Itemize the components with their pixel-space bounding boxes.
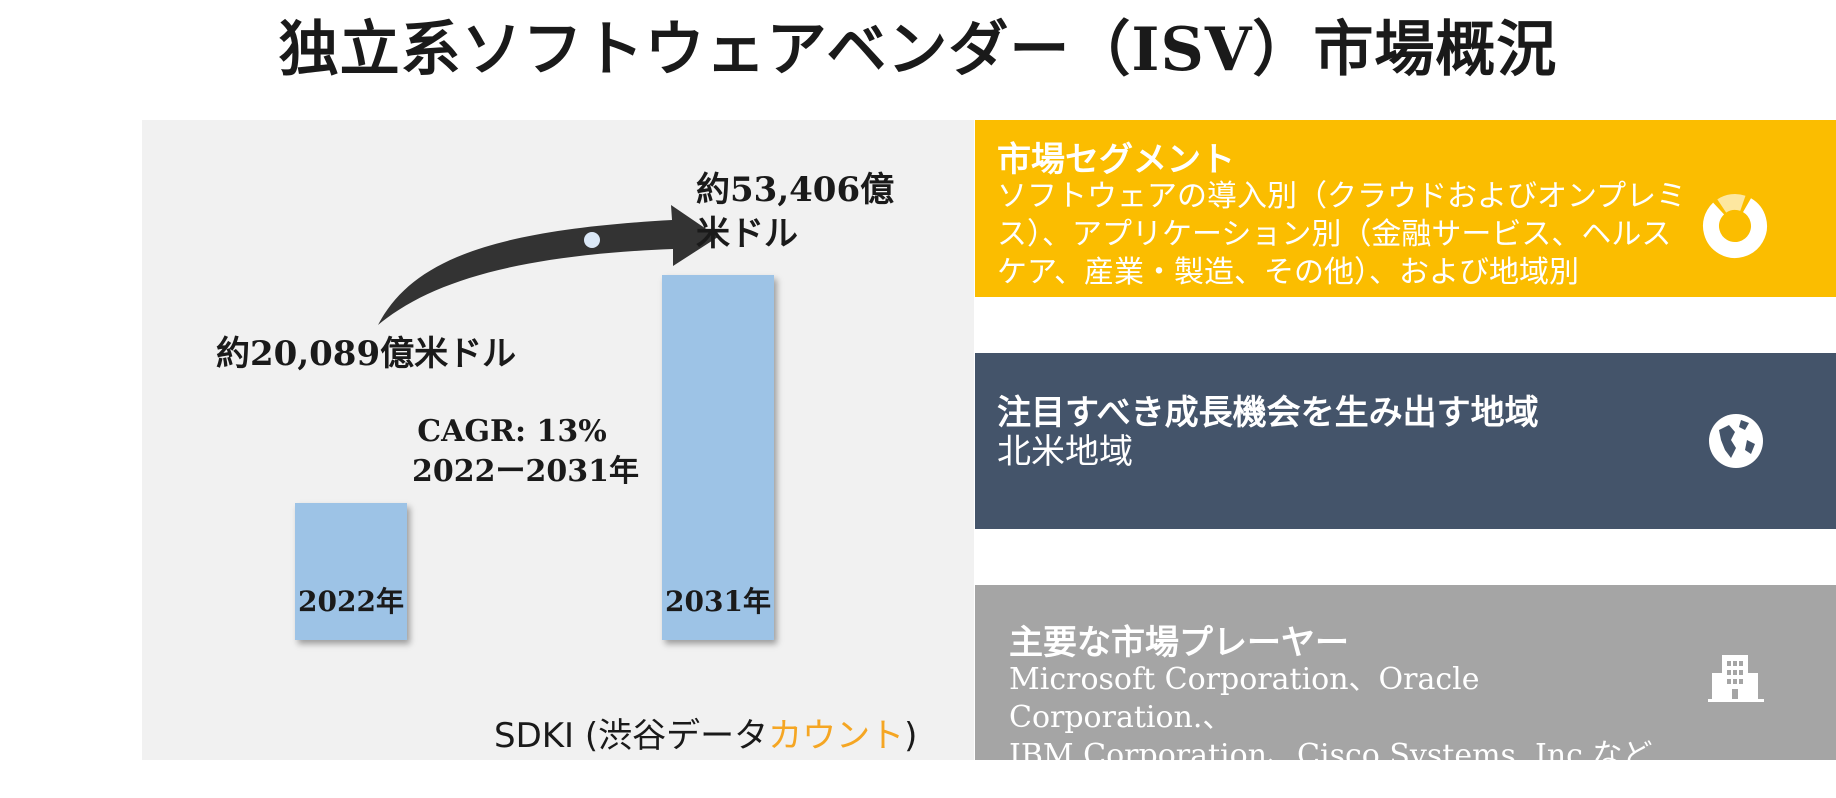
segment-heading: 市場セグメント [997,140,1235,180]
bar-2031: 2031年 [662,275,774,640]
players-heading: 主要な市場プレーヤー [1009,623,1349,663]
source-suffix: ) [904,716,918,756]
chart-panel: 2022年 2031年 約20,089億米ドル 約53,406億米ドル CAGR… [142,120,974,760]
value-label-2031: 約53,406億米ドル [696,168,896,256]
region-body: 北米地域 [997,432,1133,472]
donut-chart-icon [1703,194,1767,258]
growth-arrow [378,205,718,325]
players-panel: 主要な市場プレーヤー Microsoft Corporation、Oracle … [975,585,1836,773]
cagr-period: 2022ー2031年 [412,454,639,489]
region-heading: 注目すべき成長機会を生み出す地域 [997,393,1539,433]
players-line-1: Microsoft Corporation、Oracle Corporation… [1009,662,1480,735]
value-label-2022: 約20,089億米ドル [216,334,517,374]
globe-icon [1709,414,1763,468]
source-prefix: SDKI (渋谷データ [494,716,769,756]
source-credit: SDKI (渋谷データカウント) [494,708,917,757]
source-accent: カウント [768,716,905,756]
segment-body: ソフトウェアの導入別（クラウドおよびオンプレミス）、アプリケーション別（金融サー… [997,179,1687,290]
page-title: 独立系ソフトウェアベンダー（ISV）市場概況 [278,15,1558,85]
building-icon [1708,655,1764,702]
bar-label-2031: 2031年 [665,585,771,618]
players-line-2: IBM Corporation、Cisco Systems, Inc.など [1009,738,1653,773]
cagr-label: CAGR: 13% 2022ー2031年 [412,412,639,492]
region-panel: 注目すべき成長機会を生み出す地域 北米地域 [975,353,1836,529]
bar-label-2022: 2022年 [298,585,404,618]
players-body: Microsoft Corporation、Oracle Corporation… [1009,661,1689,775]
bar-2022: 2022年 [295,503,407,640]
cagr-rate: CAGR: 13% [417,414,607,449]
segment-panel: 市場セグメント ソフトウェアの導入別（クラウドおよびオンプレミス）、アプリケーシ… [975,120,1836,297]
arrow-dot [584,232,600,248]
value-label-2031-text: 約53,406億米ドル [696,170,895,254]
